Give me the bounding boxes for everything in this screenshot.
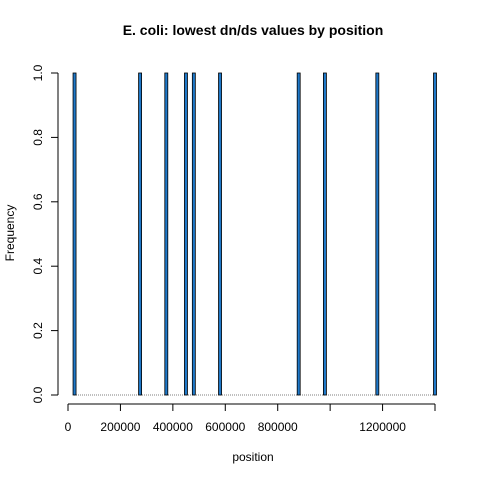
x-tick-label: 0 xyxy=(65,420,72,434)
histogram-bar xyxy=(184,72,188,396)
plot-bars xyxy=(72,72,437,396)
y-tick-label: 0.2 xyxy=(31,322,45,339)
histogram-bar xyxy=(218,72,222,396)
x-tick-label: 1200000 xyxy=(359,420,406,434)
x-tick-label: 200000 xyxy=(100,420,140,434)
x-tick-label: 400000 xyxy=(153,420,193,434)
y-axis-ticks: 0.0 0.2 0.4 0.6 0.8 1.0 xyxy=(31,64,58,403)
histogram-bar xyxy=(138,72,142,396)
x-tick-label: 800000 xyxy=(258,420,298,434)
histogram-bar xyxy=(72,72,77,396)
x-axis-ticks: 0 200000 400000 600000 800000 1200000 xyxy=(65,404,436,434)
y-tick-label: 0.0 xyxy=(31,386,45,403)
y-tick-label: 0.6 xyxy=(31,193,45,210)
x-axis-title: position xyxy=(232,450,273,464)
x-tick-label: 600000 xyxy=(205,420,245,434)
chart-title: E. coli: lowest dn/ds values by position xyxy=(123,22,384,38)
y-tick-label: 1.0 xyxy=(31,64,45,81)
y-axis-title: Frequency xyxy=(3,205,17,262)
y-tick-label: 0.8 xyxy=(31,129,45,146)
histogram-bar xyxy=(296,72,301,396)
histogram-bar xyxy=(433,72,437,396)
y-tick-label: 0.4 xyxy=(31,258,45,275)
histogram-bar xyxy=(322,72,327,396)
histogram-bar xyxy=(164,72,169,396)
histogram-bar xyxy=(375,72,380,396)
histogram-bar xyxy=(191,72,196,396)
